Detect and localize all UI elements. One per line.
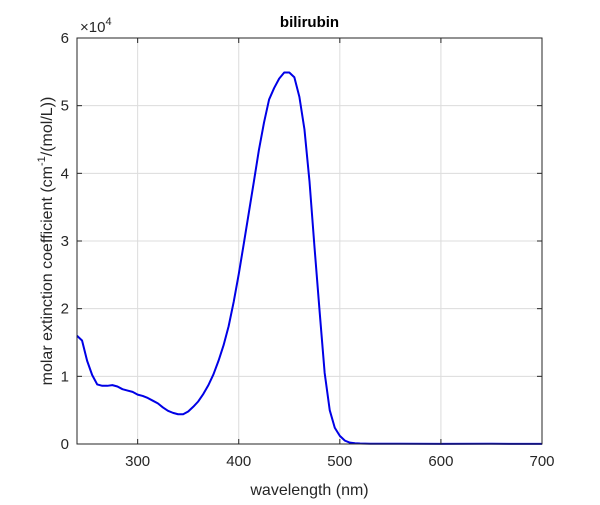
y-exponent-base: ×10 — [80, 19, 105, 36]
y-axis-label-superscript: -1 — [36, 156, 48, 166]
x-tick-label: 500 — [327, 453, 352, 470]
y-axis-exponent-label: ×104 — [80, 16, 112, 36]
x-tick-label: 600 — [428, 453, 453, 470]
y-tick-label: 4 — [61, 165, 69, 182]
y-tick-label: 6 — [61, 30, 69, 47]
y-axis-label: molar extinction coefficient (cm-1/(mol/… — [36, 97, 56, 386]
y-tick-label: 1 — [61, 368, 69, 385]
x-tick-label: 300 — [125, 453, 150, 470]
y-axis-label-suffix: /(mol/L)) — [39, 97, 56, 157]
axis-ticks — [77, 37, 543, 445]
series-line-bilirubin — [76, 71, 543, 445]
x-tick-label: 700 — [529, 453, 554, 470]
y-tick-label: 2 — [61, 301, 69, 318]
y-tick-label: 5 — [61, 98, 69, 115]
y-tick-label: 3 — [61, 233, 69, 250]
y-tick-label: 0 — [61, 436, 69, 453]
grid-lines — [77, 37, 543, 445]
series-layer — [76, 71, 543, 445]
tick-labels: 300 400 500 600 700 0 1 2 3 4 5 6 — [61, 30, 555, 470]
chart-title: bilirubin — [280, 14, 339, 31]
x-axis-label: wavelength (nm) — [249, 482, 368, 499]
y-exponent-power: 4 — [105, 16, 111, 28]
y-axis-label-prefix: molar extinction coefficient (cm — [39, 166, 56, 385]
x-tick-label: 400 — [226, 453, 251, 470]
